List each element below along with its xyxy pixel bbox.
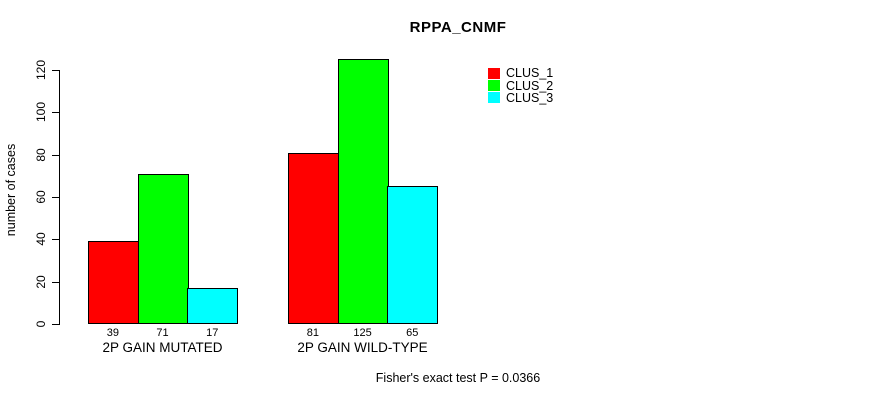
legend-color-swatch (488, 67, 500, 79)
y-tick-mark (52, 197, 59, 198)
y-tick-label: 20 (34, 274, 48, 289)
y-tick-label: 100 (34, 102, 48, 123)
y-tick-mark (52, 281, 59, 283)
legend-label: CLUS_3 (506, 90, 554, 105)
y-tick-label: 80 (34, 147, 48, 162)
y-tick-mark (52, 324, 59, 325)
legend-item-clus_2: CLUS_2 (488, 78, 554, 93)
bar-value-label: 65 (406, 327, 419, 339)
y-tick-mark (52, 70, 59, 71)
bar-clus_3-group1 (187, 288, 238, 324)
y-axis-line (59, 70, 60, 325)
category-label: 2P GAIN WILD-TYPE (297, 340, 428, 355)
chart-title: RPPA_CNMF (409, 19, 507, 36)
legend-color-swatch (488, 92, 500, 104)
y-tick-label: 60 (34, 190, 48, 204)
bar-value-label: 125 (353, 327, 372, 339)
legend-label: CLUS_1 (506, 66, 554, 81)
legend-color-swatch (488, 80, 500, 92)
bar-value-label: 81 (306, 327, 319, 339)
bar-clus_2-group1 (138, 174, 189, 324)
y-tick-label: 40 (34, 232, 48, 247)
legend-item-clus_1: CLUS_1 (488, 67, 553, 79)
fisher-test-annotation: Fisher's exact test P = 0.0366 (375, 371, 541, 385)
y-tick-label: 120 (34, 59, 48, 81)
bar-value-label: 39 (106, 327, 119, 339)
y-tick-mark (52, 154, 59, 156)
legend: CLUS_1 CLUS_2 CLUS_3 (488, 67, 553, 104)
bar-clus_1-group1 (88, 241, 139, 324)
y-axis-title: number of cases (4, 143, 18, 237)
y-tick-label: 0 (34, 320, 48, 328)
legend-label: CLUS_2 (506, 78, 554, 93)
bar-value-label: 17 (206, 327, 219, 339)
y-tick-mark (52, 239, 59, 241)
bar-clus_3-group2 (387, 186, 438, 324)
bar-clus_1-group2 (288, 153, 339, 324)
y-tick-mark (52, 112, 59, 114)
bar-value-label: 71 (156, 327, 169, 339)
category-label: 2P GAIN MUTATED (102, 340, 223, 355)
bar-clus_2-group2 (338, 59, 389, 324)
legend-item-clus_3: CLUS_3 (488, 92, 553, 104)
